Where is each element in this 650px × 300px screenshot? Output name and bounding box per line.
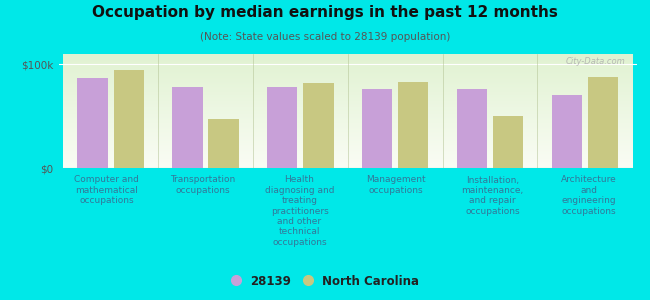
Bar	[398, 82, 428, 168]
Bar	[552, 95, 582, 168]
Text: (Note: State values scaled to 28139 population): (Note: State values scaled to 28139 popu…	[200, 32, 450, 41]
Bar	[172, 87, 203, 168]
Text: City-Data.com: City-Data.com	[566, 57, 625, 66]
Bar	[267, 87, 298, 168]
Text: Installation,
maintenance,
and repair
occupations: Installation, maintenance, and repair oc…	[462, 176, 523, 216]
Legend: 28139, North Carolina: 28139, North Carolina	[227, 271, 422, 291]
Bar	[362, 89, 393, 168]
Bar	[493, 116, 523, 168]
Bar	[588, 77, 618, 168]
Bar	[114, 70, 144, 168]
Bar	[77, 78, 108, 168]
Text: Management
occupations: Management occupations	[366, 176, 426, 195]
Bar	[303, 83, 333, 168]
Bar	[457, 89, 487, 168]
Text: Health
diagnosing and
treating
practitioners
and other
technical
occupations: Health diagnosing and treating practitio…	[265, 176, 334, 247]
Text: Computer and
mathematical
occupations: Computer and mathematical occupations	[74, 176, 139, 205]
Text: Transportation
occupations: Transportation occupations	[170, 176, 236, 195]
Text: Architecture
and
engineering
occupations: Architecture and engineering occupations	[561, 176, 617, 216]
Text: Occupation by median earnings in the past 12 months: Occupation by median earnings in the pas…	[92, 4, 558, 20]
Bar	[209, 119, 239, 168]
